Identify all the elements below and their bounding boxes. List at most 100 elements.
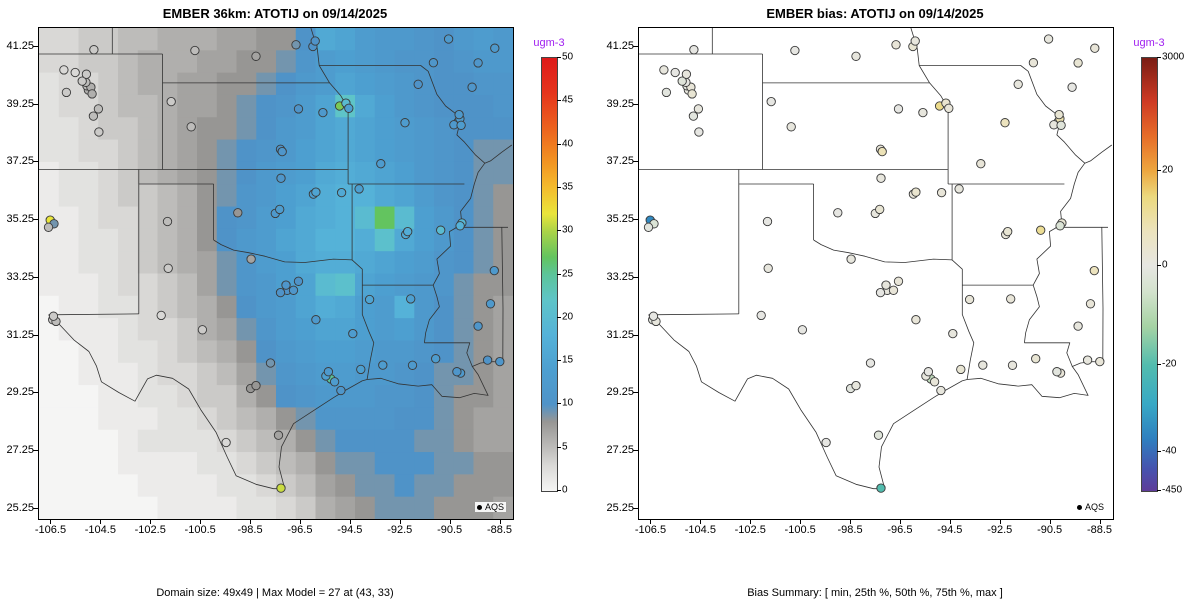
colorbar-tickmark — [557, 57, 561, 58]
observation-dot — [876, 173, 886, 183]
colorbar-tickmark — [557, 186, 561, 188]
colorbar-tick-label: 30 — [562, 224, 574, 236]
observation-dot — [265, 358, 276, 368]
observation-dot — [473, 321, 483, 331]
observation-dot — [1031, 354, 1041, 364]
y-tickmark — [33, 507, 38, 509]
y-tickmark — [633, 161, 638, 163]
observation-dot — [406, 294, 416, 304]
colorbar-tick-label: 25 — [562, 268, 574, 279]
observation-dots — [643, 34, 1105, 493]
map-plot-area: AQS — [38, 27, 514, 520]
observation-dot — [948, 328, 958, 339]
x-tickmark — [200, 519, 202, 524]
x-tickmark — [700, 519, 702, 524]
bias-map-canvas — [639, 28, 1113, 493]
aqs-dot-icon — [1076, 504, 1082, 510]
x-tickmark — [449, 519, 451, 524]
observation-dot — [766, 96, 776, 107]
observation-dot — [467, 82, 477, 92]
colorbar-tick-label: 10 — [562, 397, 574, 409]
observation-dot — [1082, 355, 1093, 365]
observation-dot — [485, 299, 496, 309]
x-tickmark — [750, 519, 752, 524]
observation-dot — [659, 65, 669, 75]
x-tick-label: -106.5 — [634, 524, 667, 536]
model-map-panel: EMBER 36km: ATOTIJ on 09/14/2025 AQS ugm… — [6, 6, 574, 600]
colorbar-tickmark — [1157, 490, 1161, 491]
x-tick-label: -98.5 — [237, 524, 263, 536]
colorbar-tickmark — [557, 273, 561, 275]
observation-dot — [94, 127, 104, 137]
observation-dot — [670, 67, 680, 78]
observation-dot — [873, 430, 884, 440]
observation-dot — [323, 367, 334, 377]
colorbar-tick-label: 5 — [562, 441, 568, 453]
y-tick-label: 25.25 — [6, 501, 34, 514]
colorbar-tickmark — [557, 446, 561, 448]
observation-dot — [348, 328, 358, 339]
model-raster — [39, 28, 513, 519]
colorbar-tick-label: 15 — [562, 354, 574, 366]
observation-dot — [276, 173, 286, 183]
observation-dot — [276, 483, 286, 493]
colorbar-tickmark — [557, 143, 561, 145]
y-tickmark — [633, 334, 638, 336]
observation-dot — [452, 367, 462, 377]
y-tick-label: 31.25 — [6, 328, 34, 341]
colorbar-tickmark — [1157, 169, 1161, 171]
observation-dot — [473, 58, 483, 68]
y-tick-label: 37.25 — [6, 155, 34, 168]
observation-dot — [48, 311, 59, 321]
observation-dot — [246, 254, 256, 264]
observation-dot — [190, 45, 200, 56]
observation-dot — [643, 222, 654, 232]
x-tick-label: -88.5 — [1086, 524, 1113, 536]
panel-title: EMBER bias: ATOTIJ on 09/14/2025 — [766, 6, 984, 21]
observation-dot — [881, 280, 891, 290]
observation-dot — [677, 76, 687, 86]
colorbar-tick-label: -450 — [1162, 484, 1183, 496]
colorbar-tick-label: 50 — [562, 51, 574, 63]
observation-dot — [693, 104, 704, 114]
x-tick-label: -92.5 — [387, 524, 413, 536]
observation-dot — [762, 216, 773, 227]
observation-dot — [89, 45, 99, 55]
observation-dot — [893, 276, 904, 286]
observation-dot — [251, 51, 261, 61]
observation-dot — [413, 79, 423, 89]
observation-dot — [1006, 294, 1016, 304]
x-tickmark — [250, 519, 252, 524]
observation-dot — [436, 225, 446, 235]
x-tickmark — [899, 519, 901, 524]
bias-map-panel: EMBER bias: ATOTIJ on 09/14/2025 AQS ugm… — [600, 0, 1200, 600]
y-tick-label: 33.25 — [6, 270, 34, 283]
colorbar-tickmark — [557, 403, 561, 405]
observation-dot — [875, 287, 886, 298]
observation-dot — [431, 354, 441, 364]
x-tickmark — [499, 519, 501, 524]
x-tickmark — [1049, 519, 1051, 524]
observation-dot — [1073, 321, 1083, 331]
panel-caption: Domain size: 49x49 | Max Model = 27 at (… — [18, 552, 532, 600]
observation-dot — [291, 40, 301, 50]
panel-title: EMBER 36km: ATOTIJ on 09/14/2025 — [162, 6, 388, 21]
observation-dot — [336, 187, 347, 198]
observation-dot — [661, 87, 672, 98]
colorbar-tickmark — [1157, 364, 1161, 366]
observation-dot — [489, 265, 499, 276]
observation-dot — [93, 104, 104, 114]
observation-dot — [364, 294, 375, 305]
observation-dot — [275, 287, 286, 298]
observation-dot — [1056, 120, 1066, 130]
y-tick-label: 39.25 — [606, 97, 634, 110]
observation-dot — [911, 315, 921, 325]
state-boundaries — [39, 28, 513, 490]
observation-dot — [310, 36, 320, 46]
colorbar-gradient — [1141, 57, 1158, 492]
y-tickmark — [33, 103, 38, 105]
observation-dot — [251, 380, 261, 391]
observation-dot — [400, 118, 410, 128]
observation-dot — [846, 254, 856, 264]
